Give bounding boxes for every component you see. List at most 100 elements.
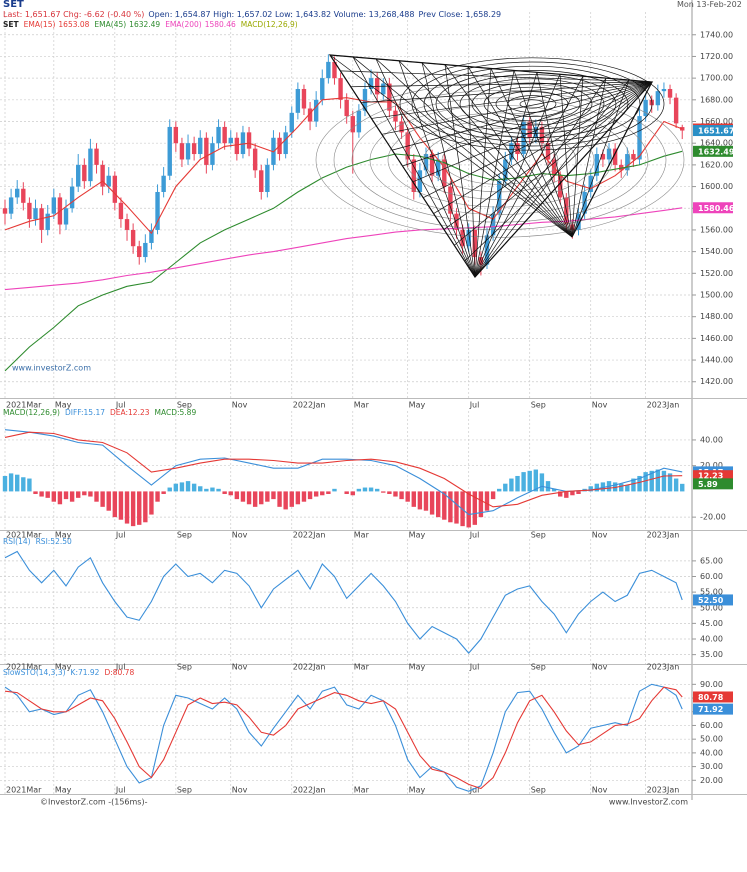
legend-value: 1653.08 xyxy=(58,20,90,29)
x-tick-label: Nov xyxy=(232,663,248,672)
histogram-bar xyxy=(435,491,441,518)
prev-close: Prev Close: 1,658.29 xyxy=(418,10,502,19)
x-tick-label: Nov xyxy=(232,401,248,410)
candle-body xyxy=(558,175,563,198)
histogram-bar xyxy=(155,491,160,502)
value-marker xyxy=(693,125,733,137)
fan-line xyxy=(454,81,653,246)
y-tick-label: 1720.00 xyxy=(700,52,733,61)
legend-name: EMA(45) xyxy=(94,20,127,29)
histogram-bar xyxy=(167,487,172,492)
y-tick-label: 1460.00 xyxy=(700,334,733,343)
x-tick-label: Sep xyxy=(177,663,192,672)
fan-line xyxy=(352,56,476,278)
x-tick-label: Jul xyxy=(115,663,126,672)
ellipse xyxy=(399,57,665,151)
candle-body xyxy=(332,61,337,79)
drawing-tool xyxy=(315,54,685,278)
candle-body xyxy=(289,112,294,133)
x-tick-label: 2021Mar xyxy=(6,401,42,410)
candle-body xyxy=(667,88,673,98)
fan-line xyxy=(474,70,515,278)
histogram-bar xyxy=(472,491,477,525)
histogram-bar xyxy=(240,491,246,502)
histogram-bar xyxy=(600,482,606,492)
y-tick-label: 20.00 xyxy=(700,461,723,470)
x-tick-label: Mar xyxy=(354,663,370,672)
histogram-bar xyxy=(320,491,325,496)
histogram-bar xyxy=(625,484,630,492)
fan-line xyxy=(402,81,653,167)
candle-body xyxy=(149,229,154,243)
histogram-bar xyxy=(265,491,270,502)
x-tick-label: Mar xyxy=(354,531,370,540)
y-tick-label: 45.00 xyxy=(700,619,723,628)
histogram-bar xyxy=(619,483,624,492)
histogram-bar xyxy=(51,491,57,502)
histogram-bar xyxy=(490,491,496,500)
ellipse xyxy=(435,70,629,138)
candle-body xyxy=(179,143,185,160)
fan-line xyxy=(474,74,561,278)
fan-line xyxy=(444,64,476,278)
histogram-bar xyxy=(423,491,429,511)
histogram-bar xyxy=(161,491,166,494)
gray-ellipse xyxy=(315,82,685,238)
histogram-bar xyxy=(149,491,154,515)
candle-body xyxy=(606,148,612,160)
candle-body xyxy=(307,108,313,122)
x-tick-label: Nov xyxy=(592,531,608,540)
candle-body xyxy=(625,154,630,171)
candle-body xyxy=(118,202,124,220)
fan-line xyxy=(375,58,476,278)
legend-item: D:80.78 xyxy=(104,668,135,677)
candle-body xyxy=(246,132,252,149)
x-tick-label: May xyxy=(55,401,72,410)
y-tick-label: 20.00 xyxy=(700,776,723,785)
fan-line xyxy=(513,70,573,238)
fan-line xyxy=(398,60,476,278)
fan-line xyxy=(329,54,573,238)
histogram-bar xyxy=(649,470,654,492)
overlay: 1653.081651.671632.491580.4615.1712.235.… xyxy=(315,54,735,715)
histogram-bar xyxy=(521,472,526,492)
fan-line xyxy=(474,79,630,278)
histogram-bar xyxy=(612,482,618,492)
histogram-bar xyxy=(88,491,93,497)
histogram-bar xyxy=(503,483,508,492)
x-tick-label: 2021Mar xyxy=(6,531,42,540)
histogram-bar xyxy=(259,491,264,505)
legend-name: EMA(15) xyxy=(23,20,56,29)
candle-body xyxy=(88,148,93,182)
x-tick-label: Sep xyxy=(531,401,546,410)
histogram-bar xyxy=(76,491,81,498)
fan-line xyxy=(490,68,573,238)
candle-body xyxy=(344,99,349,117)
candle-body xyxy=(27,202,32,220)
x-tick-label: 2023Jan xyxy=(647,663,680,672)
x-tick-label: 2022Jan xyxy=(293,531,326,540)
ellipse xyxy=(507,95,557,113)
histogram-bar xyxy=(362,487,368,492)
histogram-bar xyxy=(15,474,20,492)
histogram-bar xyxy=(252,491,258,507)
legend-item: MACD:5.89 xyxy=(154,408,197,417)
candle-body xyxy=(673,97,679,124)
date: Mon 13-Feb-202 xyxy=(677,0,742,9)
candle-body xyxy=(240,132,246,155)
x-tick-label: 2022Jan xyxy=(293,401,326,410)
candle-body xyxy=(124,219,130,230)
legend-note: MACD(12,26,9) xyxy=(240,20,298,29)
candle-body xyxy=(94,148,99,165)
candle-body xyxy=(588,175,593,192)
candle-body xyxy=(82,164,87,182)
candle-body xyxy=(466,229,471,247)
histogram-bar xyxy=(45,491,50,498)
quote-row: Last: 1,651.67 Chg: -6.62 (-0.40 %) Open… xyxy=(3,10,501,20)
histogram-bar xyxy=(533,469,539,492)
y-tick-label: 1560.00 xyxy=(700,225,733,234)
candle-body xyxy=(448,186,453,214)
candle-body xyxy=(100,164,105,187)
candle-body xyxy=(527,121,532,138)
histogram-bar xyxy=(57,491,63,505)
